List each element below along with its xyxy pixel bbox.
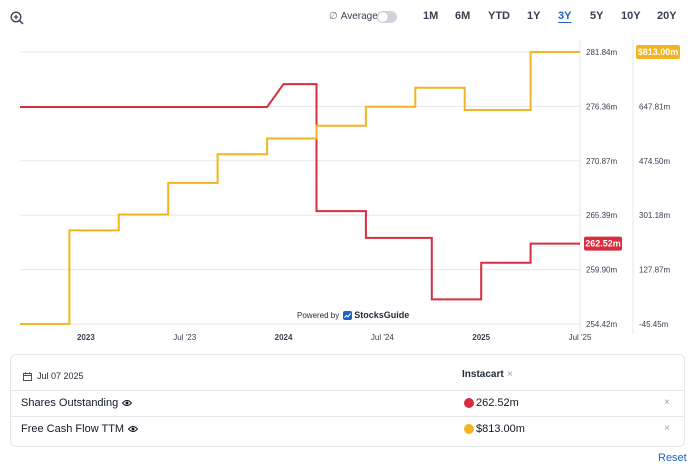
metric-label-text: Free Cash Flow TTM — [21, 423, 125, 435]
brand-name: StocksGuide — [354, 310, 410, 320]
x-axis-tick-label: 2023 — [77, 333, 95, 342]
range-1m[interactable]: 1M — [423, 10, 439, 22]
left-axis-tick-label: 276.36m — [586, 102, 617, 111]
range-10y[interactable]: 10Y — [621, 10, 641, 22]
eye-icon[interactable] — [128, 425, 139, 433]
right-axis-tick-label: 127.87m — [639, 266, 670, 275]
remove-metric-button[interactable]: × — [664, 397, 670, 408]
left-axis-tick-label: 281.84m — [586, 48, 617, 57]
toggle-knob — [378, 12, 388, 22]
metric-label-text: Shares Outstanding — [21, 397, 119, 409]
x-axis-tick-label: 2024 — [275, 333, 293, 342]
eye-icon[interactable] — [122, 399, 133, 407]
company-name: Instacart — [462, 369, 504, 380]
metric-value-text: $813.00m — [476, 423, 525, 435]
metric-row-fcf: Free Cash Flow TTM $813.00m × — [11, 416, 684, 441]
x-axis-tick-label: Jul '25 — [569, 333, 592, 342]
metric-label: Free Cash Flow TTM — [21, 423, 139, 435]
remove-metric-button[interactable]: × — [664, 423, 670, 434]
calendar-icon — [23, 371, 32, 381]
range-6m[interactable]: 6M — [455, 10, 471, 22]
series-line-free-cash-flow[interactable] — [20, 51, 580, 325]
right-axis-tick-label: 647.81m — [639, 102, 670, 111]
left-axis-tick-label: 265.39m — [586, 211, 617, 220]
right-axis-tick-label: 301.18m — [639, 211, 670, 220]
range-3y[interactable]: 3Y — [558, 10, 572, 22]
selected-date: Jul 07 2025 — [23, 371, 84, 381]
date-text: Jul 07 2025 — [37, 371, 84, 381]
zoom-in-icon[interactable] — [10, 11, 24, 25]
chart-toolbar: ∅ Average 1M 6M YTD 1Y 3Y 5Y 10Y 20Y — [0, 0, 691, 34]
average-icon: ∅ — [329, 11, 338, 22]
remove-company-button[interactable]: × — [507, 369, 513, 380]
average-toggle-label: ∅ Average — [329, 11, 378, 22]
x-axis-tick-label: Jul '23 — [173, 333, 196, 342]
series-color-dot — [464, 398, 474, 408]
metric-value-text: 262.52m — [476, 397, 519, 409]
right-axis-tick-label: -45.45m — [639, 320, 669, 329]
range-20y[interactable]: 20Y — [657, 10, 677, 22]
brand-link[interactable]: StocksGuide — [343, 310, 409, 320]
x-axis-tick-label: 2025 — [472, 333, 490, 342]
series-color-dot — [464, 424, 474, 434]
series-end-badge — [584, 236, 622, 251]
range-ytd[interactable]: YTD — [488, 10, 510, 22]
left-axis-tick-label: 270.87m — [586, 157, 617, 166]
reset-button[interactable]: Reset — [658, 452, 687, 464]
line-chart[interactable]: 281.84m 276.36m 647.81m 270.87m 474.50m 265.3… — [0, 40, 691, 346]
powered-by: Powered by StocksGuide — [297, 310, 409, 320]
series-end-badge — [636, 45, 680, 59]
left-axis-tick-label: 259.90m — [586, 266, 617, 275]
range-5y[interactable]: 5Y — [590, 10, 604, 22]
average-toggle[interactable] — [377, 11, 397, 23]
powered-by-label: Powered by — [297, 310, 340, 320]
metric-row-shares: Shares Outstanding 262.52m × — [11, 390, 684, 415]
metric-value: $813.00m — [464, 423, 525, 435]
left-axis-tick-label: 254.42m — [586, 320, 617, 329]
x-axis-tick-label: Jul '24 — [371, 333, 394, 342]
metric-value: 262.52m — [464, 397, 519, 409]
series-end-label: 262.52m — [585, 239, 621, 249]
series-line-shares-outstanding[interactable] — [20, 83, 580, 301]
average-label: Average — [340, 11, 378, 22]
stocksguide-logo-icon — [343, 310, 353, 320]
series-end-label: $813.00m — [638, 47, 679, 57]
range-1y[interactable]: 1Y — [527, 10, 541, 22]
metric-label: Shares Outstanding — [21, 397, 133, 409]
right-axis-tick-label: 474.50m — [639, 157, 670, 166]
details-card: Jul 07 2025 Instacart × Shares Outstandi… — [10, 354, 685, 447]
